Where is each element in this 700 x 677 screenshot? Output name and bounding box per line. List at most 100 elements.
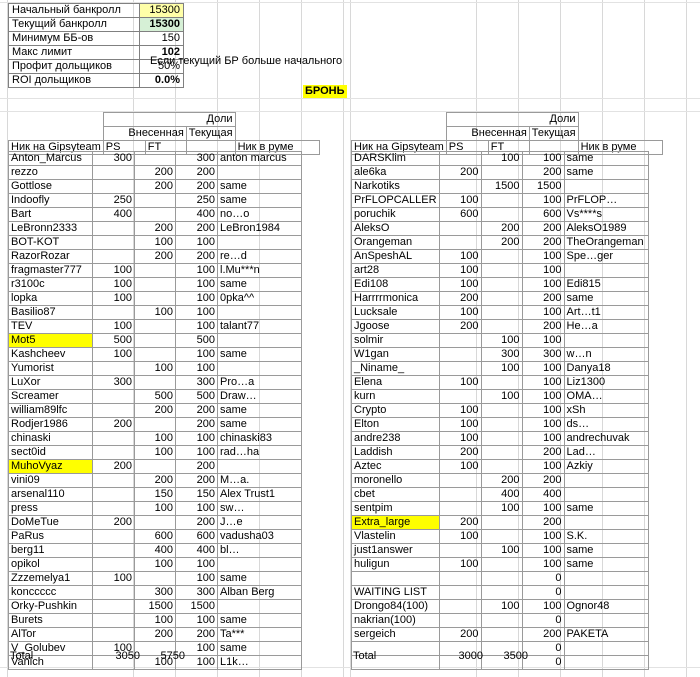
cell-ft[interactable] <box>134 571 176 586</box>
cell-ps[interactable] <box>92 473 135 488</box>
cell-ft[interactable]: 100 <box>480 543 523 558</box>
table-row[interactable]: sect0id 100 100 rad…ha <box>8 445 302 460</box>
cell-cur[interactable]: 200 <box>175 515 218 530</box>
cell-ft[interactable] <box>480 291 523 306</box>
cell-ft[interactable] <box>134 375 176 390</box>
cell-cur[interactable]: 200 <box>175 459 218 474</box>
cell-nick[interactable]: sect0id <box>8 445 93 460</box>
cell-cur[interactable]: 200 <box>175 403 218 418</box>
table-row[interactable]: V_Golubev 100 100 same <box>8 641 302 656</box>
cell-nick[interactable]: AleksO <box>351 221 440 236</box>
cell-nick[interactable]: cbet <box>351 487 440 502</box>
cell-cur[interactable]: 200 <box>175 179 218 194</box>
cell-nick[interactable]: AnSpeshAL <box>351 249 440 264</box>
cell-room[interactable]: xSh <box>563 403 649 418</box>
cell-room[interactable]: andrechuvak <box>563 431 649 446</box>
cell-ps[interactable] <box>438 235 482 250</box>
table-row[interactable]: Harrrrmonica 200 200 same <box>351 291 649 306</box>
cell-room[interactable] <box>563 613 649 628</box>
cell-nick[interactable]: MuhoVyaz <box>8 459 93 474</box>
cell-room[interactable] <box>217 165 302 180</box>
cell-ft[interactable] <box>134 207 176 222</box>
cell-ps[interactable]: 100 <box>92 291 135 306</box>
cell-room[interactable]: 0pka^^ <box>217 291 302 306</box>
cell-ft[interactable] <box>480 459 523 474</box>
table-row[interactable]: MuhoVyaz 200 200 <box>8 459 302 474</box>
cell-room[interactable]: Art…t1 <box>563 305 649 320</box>
table-row[interactable]: Jgoose 200 200 He…a <box>351 319 649 334</box>
cell-room[interactable]: same <box>563 151 649 166</box>
cell-room[interactable] <box>563 263 649 278</box>
cell-ft[interactable] <box>480 445 523 460</box>
cell-room[interactable]: rad…ha <box>217 445 302 460</box>
table-row[interactable]: Burets 100 100 same <box>8 613 302 628</box>
cell-cur[interactable]: 100 <box>521 417 565 432</box>
table-row[interactable]: TEV 100 100 talant77 <box>8 319 302 334</box>
cell-room[interactable] <box>217 361 302 376</box>
table-row[interactable]: BOT-KOT 100 100 <box>8 235 302 250</box>
cell-cur[interactable]: 100 <box>175 655 218 670</box>
cell-ft[interactable]: 400 <box>480 487 523 502</box>
cell-room[interactable]: Azkiy <box>563 459 649 474</box>
table-row[interactable]: kurn 100 100 OMA… <box>351 389 649 404</box>
summary-value[interactable]: 15300 <box>139 17 184 32</box>
cell-nick[interactable]: Zzzemelya1 <box>8 571 93 586</box>
cell-room[interactable]: same <box>563 543 649 558</box>
cell-ft[interactable]: 200 <box>134 249 176 264</box>
cell-cur[interactable]: 100 <box>521 305 565 320</box>
cell-nick[interactable]: PaRus <box>8 529 93 544</box>
cell-ft[interactable]: 400 <box>134 543 176 558</box>
cell-nick[interactable]: Edi108 <box>351 277 440 292</box>
cell-room[interactable]: re…d <box>217 249 302 264</box>
cell-nick[interactable]: rezzo <box>8 165 93 180</box>
table-row[interactable]: WAITING LIST 0 <box>351 585 649 600</box>
table-row[interactable]: cbet 400 400 <box>351 487 649 502</box>
cell-nick[interactable]: Burets <box>8 613 93 628</box>
cell-ps[interactable]: 100 <box>92 277 135 292</box>
table-row[interactable]: koncccсс 300 300 Alban Berg <box>8 585 302 600</box>
cell-ps[interactable]: 100 <box>438 305 482 320</box>
table-row[interactable]: Elton 100 100 ds… <box>351 417 649 432</box>
cell-ps[interactable] <box>438 151 482 166</box>
cell-nick[interactable]: fragmaster777 <box>8 263 93 278</box>
cell-room[interactable] <box>217 305 302 320</box>
cell-ft[interactable]: 100 <box>134 235 176 250</box>
cell-nick[interactable]: Screamer <box>8 389 93 404</box>
cell-ps[interactable] <box>92 165 135 180</box>
table-row[interactable]: huligun 100 100 same <box>351 557 649 572</box>
cell-cur[interactable]: 100 <box>175 277 218 292</box>
cell-room[interactable]: same <box>217 277 302 292</box>
cell-room[interactable]: Liz1300 <box>563 375 649 390</box>
cell-nick[interactable]: Anton_Marcus <box>8 151 93 166</box>
cell-ft[interactable] <box>134 291 176 306</box>
cell-nick[interactable]: solmir <box>351 333 440 348</box>
table-row[interactable]: solmir 100 100 <box>351 333 649 348</box>
cell-ft[interactable] <box>480 207 523 222</box>
cell-nick[interactable]: Kashcheev <box>8 347 93 362</box>
table-row[interactable]: AnSpeshAL 100 100 Spe…ger <box>351 249 649 264</box>
cell-ps[interactable] <box>438 347 482 362</box>
cell-ft[interactable]: 200 <box>134 403 176 418</box>
cell-cur[interactable]: 100 <box>521 459 565 474</box>
cell-nick[interactable]: Elton <box>351 417 440 432</box>
cell-ps[interactable] <box>92 543 135 558</box>
cell-cur[interactable]: 100 <box>521 557 565 572</box>
summary-value[interactable]: 50% <box>139 59 184 74</box>
cell-ps[interactable]: 100 <box>438 403 482 418</box>
cell-room[interactable]: Lad… <box>563 445 649 460</box>
cell-ps[interactable] <box>438 571 482 586</box>
cell-room[interactable]: Alex Trust1 <box>217 487 302 502</box>
cell-ft[interactable] <box>134 193 176 208</box>
cell-ps[interactable] <box>92 487 135 502</box>
cell-ft[interactable]: 100 <box>134 305 176 320</box>
cell-ps[interactable] <box>438 599 482 614</box>
cell-ft[interactable] <box>480 557 523 572</box>
cell-nick[interactable]: chinaski <box>8 431 93 446</box>
cell-ps[interactable]: 100 <box>438 431 482 446</box>
cell-nick[interactable]: DoMeTue <box>8 515 93 530</box>
cell-ft[interactable] <box>134 515 176 530</box>
cell-ps[interactable]: 100 <box>438 193 482 208</box>
table-row[interactable]: Laddish 200 200 Lad… <box>351 445 649 460</box>
cell-cur[interactable]: 150 <box>175 487 218 502</box>
cell-ft[interactable]: 100 <box>480 599 523 614</box>
